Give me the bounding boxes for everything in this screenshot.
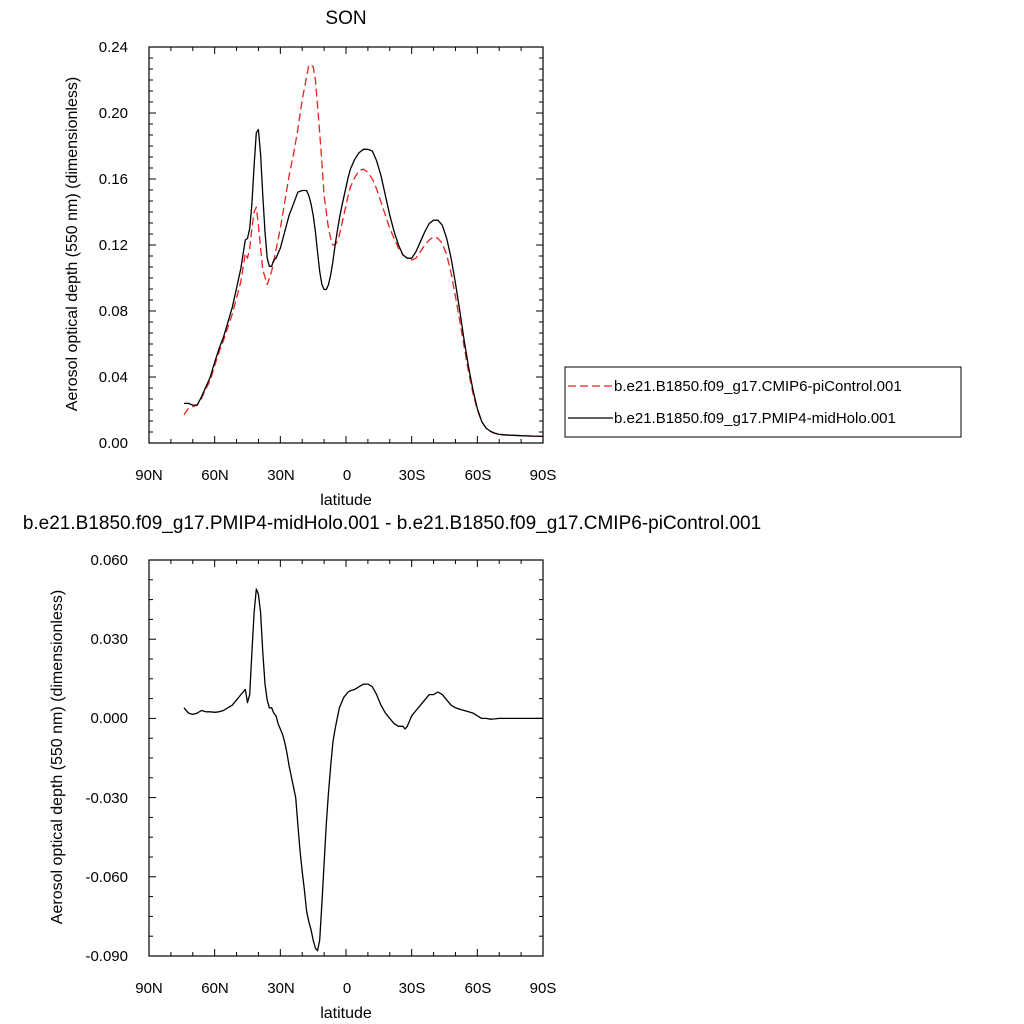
chart-title: SON xyxy=(325,8,366,29)
x-tick-label: 30S xyxy=(399,980,426,997)
y-tick-label: 0.20 xyxy=(99,105,128,122)
x-axis-label: latitude xyxy=(320,1005,372,1022)
y-tick-label: -0.090 xyxy=(85,948,128,965)
x-tick-label: 90S xyxy=(530,980,557,997)
y-tick-label: 0.030 xyxy=(90,631,128,648)
chart-difference: b.e21.B1850.f09_g17.PMIP4-midHolo.001 - … xyxy=(23,513,761,1022)
y-tick-label: 0.16 xyxy=(99,171,128,188)
legend: b.e21.B1850.f09_g17.CMIP6-piControl.001 … xyxy=(564,366,962,438)
series-line-solid xyxy=(183,588,543,952)
x-tick-label: 90N xyxy=(135,467,163,484)
y-tick-label: 0.00 xyxy=(99,435,128,452)
x-tick-label: 60N xyxy=(201,467,229,484)
chart-son: SON Aerosol optical depth (550 nm) (dime… xyxy=(64,8,962,509)
y-tick-labels: 0.00 0.04 0.08 0.12 0.16 0.20 0.24 xyxy=(99,39,128,452)
x-tick-label: 0 xyxy=(343,980,351,997)
x-tick-label: 60N xyxy=(201,980,229,997)
y-tick-labels: -0.090 -0.060 -0.030 0.000 0.030 0.060 xyxy=(85,552,128,965)
y-tick-label: 0.04 xyxy=(99,369,128,386)
chart-title: b.e21.B1850.f09_g17.PMIP4-midHolo.001 - … xyxy=(23,513,761,534)
y-tick-label: 0.24 xyxy=(99,39,128,56)
legend-box xyxy=(564,366,962,438)
x-tick-labels: 90N 60N 30N 0 30S 60S 90S xyxy=(135,980,556,997)
x-tick-label: 30N xyxy=(267,980,295,997)
y-axis-label: Aerosol optical depth (550 nm) (dimensio… xyxy=(49,590,66,924)
x-axis-label: latitude xyxy=(320,492,372,509)
series-lines xyxy=(183,588,543,952)
x-tick-label: 90N xyxy=(135,980,163,997)
x-tick-label: 90S xyxy=(530,467,557,484)
plot-frame xyxy=(148,559,544,957)
x-tick-label: 30N xyxy=(267,467,295,484)
y-tick-label: 0.000 xyxy=(90,710,128,727)
legend-entry: b.e21.B1850.f09_g17.CMIP6-piControl.001 xyxy=(614,378,902,395)
x-tick-label: 0 xyxy=(343,467,351,484)
series-line-solid xyxy=(184,128,544,438)
plot-frame xyxy=(148,46,544,444)
y-tick-label: -0.060 xyxy=(85,869,128,886)
x-tick-label: 30S xyxy=(399,467,426,484)
x-tick-labels: 90N 60N 30N 0 30S 60S 90S xyxy=(135,467,556,484)
x-tick-label: 60S xyxy=(465,467,492,484)
legend-entry: b.e21.B1850.f09_g17.PMIP4-midHolo.001 xyxy=(614,410,896,427)
y-tick-label: 0.060 xyxy=(90,552,128,569)
y-tick-label: -0.030 xyxy=(85,790,128,807)
y-tick-label: 0.08 xyxy=(99,303,128,320)
series-lines xyxy=(183,64,544,438)
x-tick-label: 60S xyxy=(465,980,492,997)
y-axis-label: Aerosol optical depth (550 nm) (dimensio… xyxy=(64,77,81,411)
y-tick-label: 0.12 xyxy=(99,237,128,254)
